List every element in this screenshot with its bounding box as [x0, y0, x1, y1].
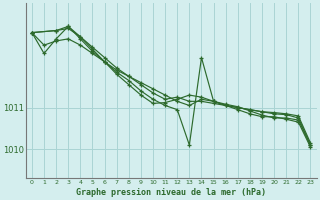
X-axis label: Graphe pression niveau de la mer (hPa): Graphe pression niveau de la mer (hPa)	[76, 188, 266, 197]
